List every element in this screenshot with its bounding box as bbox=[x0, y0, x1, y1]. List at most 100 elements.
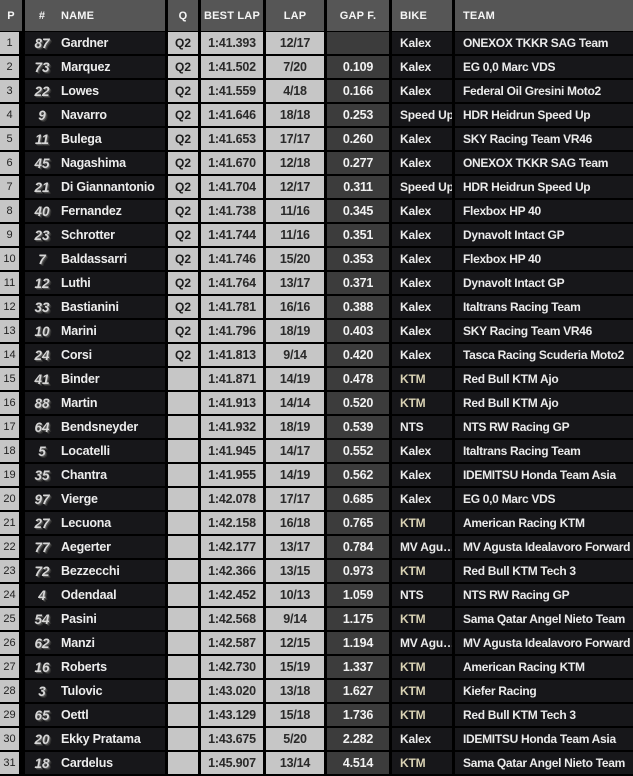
header-best-lap[interactable]: BEST LAP bbox=[201, 0, 263, 31]
table-row[interactable]: 18 5 Locatelli 1:41.945 14/17 0.552 Kale… bbox=[0, 440, 633, 464]
table-row[interactable]: 19 35 Chantra 1:41.955 14/19 0.562 Kalex… bbox=[0, 464, 633, 488]
table-row[interactable]: 22 77 Aegerter 1:42.177 13/17 0.784 MV A… bbox=[0, 536, 633, 560]
q-session-cell: Q2 bbox=[168, 344, 198, 366]
best-lap-cell: 1:42.730 bbox=[201, 656, 263, 678]
gap-first-cell: 0.478 bbox=[327, 368, 389, 390]
bike-cell: Kalex bbox=[392, 56, 452, 78]
team-cell: Italtrans Racing Team bbox=[455, 440, 633, 462]
bike-cell: KTM bbox=[392, 608, 452, 630]
lap-count-cell: 11/16 bbox=[266, 224, 324, 246]
team-cell: NTS RW Racing GP bbox=[455, 416, 633, 438]
best-lap-cell: 1:41.781 bbox=[201, 296, 263, 318]
table-row[interactable]: 17 64 Bendsneyder 1:41.932 18/19 0.539 N… bbox=[0, 416, 633, 440]
lap-count-cell: 12/17 bbox=[266, 32, 324, 54]
team-cell: Red Bull KTM Ajo bbox=[455, 392, 633, 414]
q-session-cell bbox=[168, 488, 198, 510]
header-team[interactable]: TEAM bbox=[455, 0, 633, 31]
team-cell: ONEXOX TKKR SAG Team bbox=[455, 152, 633, 174]
table-row[interactable]: 29 65 Oettl 1:43.129 15/18 1.736 KTM Red… bbox=[0, 704, 633, 728]
rider-cell: 3 Tulovic bbox=[25, 680, 165, 702]
position-cell: 30 bbox=[0, 728, 22, 750]
gap-first-cell: 0.388 bbox=[327, 296, 389, 318]
position-cell: 21 bbox=[0, 512, 22, 534]
position-cell: 14 bbox=[0, 344, 22, 366]
rider-cell: 21 Di Giannantonio bbox=[25, 176, 165, 198]
table-row[interactable]: 3 22 Lowes Q2 1:41.559 4/18 0.166 Kalex … bbox=[0, 80, 633, 104]
table-row[interactable]: 5 11 Bulega Q2 1:41.653 17/17 0.260 Kale… bbox=[0, 128, 633, 152]
table-row[interactable]: 7 21 Di Giannantonio Q2 1:41.704 12/17 0… bbox=[0, 176, 633, 200]
gap-first-cell: 2.282 bbox=[327, 728, 389, 750]
team-cell: ONEXOX TKKR SAG Team bbox=[455, 32, 633, 54]
table-row[interactable]: 15 41 Binder 1:41.871 14/19 0.478 KTM Re… bbox=[0, 368, 633, 392]
rider-number: 72 bbox=[34, 563, 50, 579]
table-row[interactable]: 14 24 Corsi Q2 1:41.813 9/14 0.420 Kalex… bbox=[0, 344, 633, 368]
bike-cell: KTM bbox=[392, 656, 452, 678]
table-row[interactable]: 31 18 Cardelus 1:45.907 13/14 4.514 KTM … bbox=[0, 752, 633, 776]
header-q[interactable]: Q bbox=[168, 0, 198, 31]
table-row[interactable]: 16 88 Martin 1:41.913 14/14 0.520 KTM Re… bbox=[0, 392, 633, 416]
rider-name: Corsi bbox=[61, 348, 92, 362]
rider-cell: 77 Aegerter bbox=[25, 536, 165, 558]
table-row[interactable]: 13 10 Marini Q2 1:41.796 18/19 0.403 Kal… bbox=[0, 320, 633, 344]
rider-name: Pasini bbox=[61, 612, 97, 626]
best-lap-cell: 1:41.744 bbox=[201, 224, 263, 246]
bike-cell: KTM bbox=[392, 560, 452, 582]
table-row[interactable]: 11 12 Luthi Q2 1:41.764 13/17 0.371 Kale… bbox=[0, 272, 633, 296]
q-session-cell: Q2 bbox=[168, 56, 198, 78]
header-rider[interactable]: # NAME bbox=[25, 0, 165, 31]
rider-name: Binder bbox=[61, 372, 100, 386]
gap-first-cell: 1.194 bbox=[327, 632, 389, 654]
best-lap-cell: 1:41.955 bbox=[201, 464, 263, 486]
bike-cell: KTM bbox=[392, 512, 452, 534]
rider-cell: 40 Fernandez bbox=[25, 200, 165, 222]
table-row[interactable]: 21 27 Lecuona 1:42.158 16/18 0.765 KTM A… bbox=[0, 512, 633, 536]
table-row[interactable]: 28 3 Tulovic 1:43.020 13/18 1.627 KTM Ki… bbox=[0, 680, 633, 704]
q-session-cell bbox=[168, 464, 198, 486]
team-cell: American Racing KTM bbox=[455, 512, 633, 534]
best-lap-cell: 1:41.813 bbox=[201, 344, 263, 366]
position-cell: 11 bbox=[0, 272, 22, 294]
gap-first-cell: 1.627 bbox=[327, 680, 389, 702]
table-row[interactable]: 1 87 Gardner Q2 1:41.393 12/17 Kalex ONE… bbox=[0, 32, 633, 56]
team-cell: Dynavolt Intact GP bbox=[455, 272, 633, 294]
table-row[interactable]: 23 72 Bezzecchi 1:42.366 13/15 0.973 KTM… bbox=[0, 560, 633, 584]
table-row[interactable]: 4 9 Navarro Q2 1:41.646 18/18 0.253 Spee… bbox=[0, 104, 633, 128]
lap-count-cell: 17/17 bbox=[266, 128, 324, 150]
position-cell: 15 bbox=[0, 368, 22, 390]
position-cell: 17 bbox=[0, 416, 22, 438]
rider-number: 24 bbox=[34, 347, 50, 363]
bike-cell: Kalex bbox=[392, 296, 452, 318]
rider-name: Navarro bbox=[61, 108, 107, 122]
table-row[interactable]: 10 7 Baldassarri Q2 1:41.746 15/20 0.353… bbox=[0, 248, 633, 272]
table-row[interactable]: 27 16 Roberts 1:42.730 15/19 1.337 KTM A… bbox=[0, 656, 633, 680]
header-lap[interactable]: LAP bbox=[266, 0, 324, 31]
table-row[interactable]: 6 45 Nagashima Q2 1:41.670 12/18 0.277 K… bbox=[0, 152, 633, 176]
header-position[interactable]: P bbox=[0, 0, 22, 31]
table-row[interactable]: 24 4 Odendaal 1:42.452 10/13 1.059 NTS N… bbox=[0, 584, 633, 608]
rider-number: 10 bbox=[34, 323, 50, 339]
table-row[interactable]: 9 23 Schrotter Q2 1:41.744 11/16 0.351 K… bbox=[0, 224, 633, 248]
lap-count-cell: 17/17 bbox=[266, 488, 324, 510]
header-gap[interactable]: GAP F. bbox=[327, 0, 389, 31]
lap-count-cell: 18/19 bbox=[266, 416, 324, 438]
table-row[interactable]: 26 62 Manzi 1:42.587 12/15 1.194 MV Agu…… bbox=[0, 632, 633, 656]
best-lap-cell: 1:41.746 bbox=[201, 248, 263, 270]
table-row[interactable]: 2 73 Marquez Q2 1:41.502 7/20 0.109 Kale… bbox=[0, 56, 633, 80]
rider-name: Bezzecchi bbox=[61, 564, 120, 578]
header-bike[interactable]: BIKE bbox=[392, 0, 452, 31]
rider-cell: 12 Luthi bbox=[25, 272, 165, 294]
table-row[interactable]: 8 40 Fernandez Q2 1:41.738 11/16 0.345 K… bbox=[0, 200, 633, 224]
rider-number: 18 bbox=[34, 755, 50, 771]
rider-name: Baldassarri bbox=[61, 252, 127, 266]
position-cell: 7 bbox=[0, 176, 22, 198]
best-lap-cell: 1:42.452 bbox=[201, 584, 263, 606]
table-row[interactable]: 12 33 Bastianini Q2 1:41.781 16/16 0.388… bbox=[0, 296, 633, 320]
position-cell: 31 bbox=[0, 752, 22, 774]
table-row[interactable]: 25 54 Pasini 1:42.568 9/14 1.175 KTM Sam… bbox=[0, 608, 633, 632]
team-cell: EG 0,0 Marc VDS bbox=[455, 56, 633, 78]
rider-number: 77 bbox=[34, 539, 50, 555]
table-row[interactable]: 20 97 Vierge 1:42.078 17/17 0.685 Kalex … bbox=[0, 488, 633, 512]
rider-cell: 11 Bulega bbox=[25, 128, 165, 150]
q-session-cell bbox=[168, 536, 198, 558]
table-row[interactable]: 30 20 Ekky Pratama 1:43.675 5/20 2.282 K… bbox=[0, 728, 633, 752]
